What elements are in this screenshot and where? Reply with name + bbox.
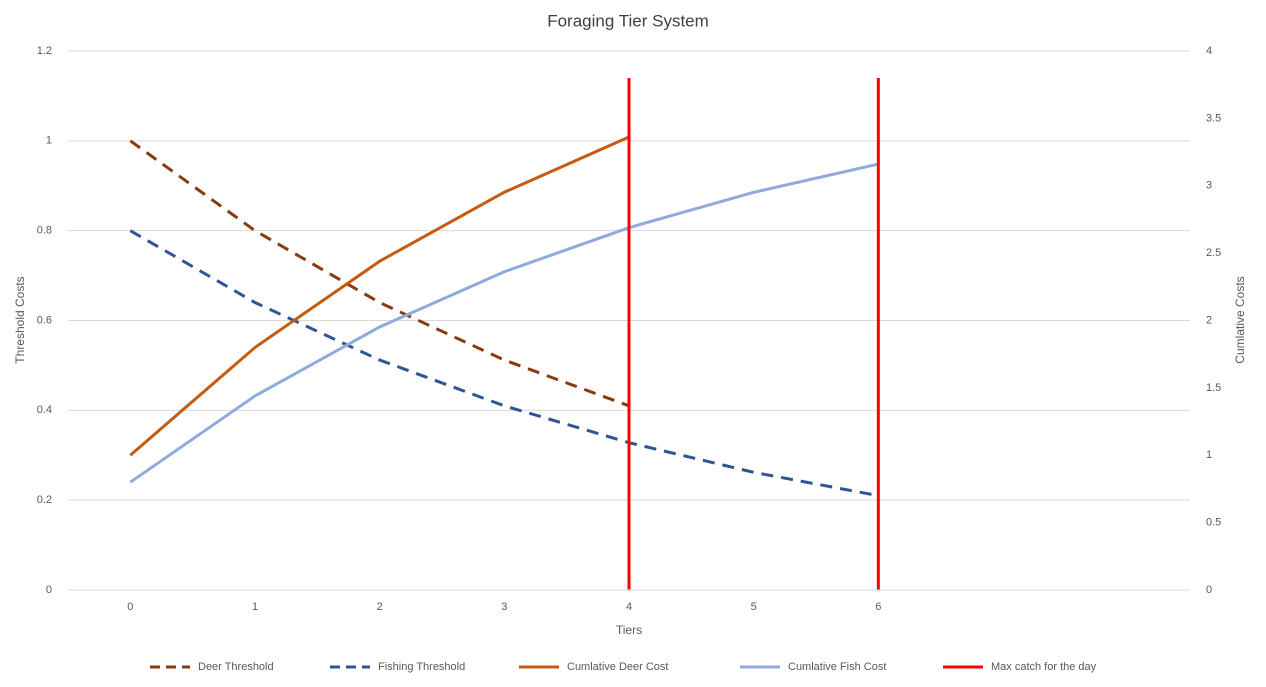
y2-tick-label: 1 bbox=[1206, 449, 1212, 461]
y-tick-label: 0.8 bbox=[37, 225, 52, 237]
y-tick-label: 1.2 bbox=[37, 45, 52, 57]
chart-title: Foraging Tier System bbox=[547, 11, 709, 30]
x-axis-title: Tiers bbox=[616, 623, 642, 637]
legend-label: Deer Threshold bbox=[198, 661, 274, 673]
y2-tick-label: 1.5 bbox=[1206, 382, 1221, 394]
legend-label: Max catch for the day bbox=[991, 661, 1097, 673]
legend-label: Fishing Threshold bbox=[378, 661, 465, 673]
y-tick-label: 0 bbox=[46, 584, 52, 596]
y-tick-label: 0.6 bbox=[37, 314, 52, 326]
legend-label: Cumlative Deer Cost bbox=[567, 661, 668, 673]
x-tick-label: 6 bbox=[875, 601, 881, 613]
legend-label: Cumlative Fish Cost bbox=[788, 661, 886, 673]
series-line bbox=[129, 162, 879, 484]
y-tick-label: 0.2 bbox=[37, 494, 52, 506]
y-axis-title: Threshold Costs bbox=[13, 276, 27, 363]
series-line bbox=[129, 229, 879, 498]
y2-tick-label: 2.5 bbox=[1206, 247, 1221, 259]
x-tick-label: 1 bbox=[252, 601, 258, 613]
y2-tick-label: 2 bbox=[1206, 314, 1212, 326]
y-tick-label: 0.4 bbox=[37, 404, 52, 416]
y2-tick-label: 3.5 bbox=[1206, 112, 1221, 124]
y2-tick-label: 0 bbox=[1206, 584, 1212, 596]
y2-tick-label: 3 bbox=[1206, 180, 1212, 192]
x-tick-label: 0 bbox=[127, 601, 133, 613]
x-tick-label: 4 bbox=[626, 601, 632, 613]
x-tick-label: 5 bbox=[751, 601, 757, 613]
x-tick-label: 2 bbox=[377, 601, 383, 613]
y-tick-label: 1 bbox=[46, 135, 52, 147]
y2-tick-label: 4 bbox=[1206, 45, 1212, 57]
x-tick-label: 3 bbox=[501, 601, 507, 613]
series-line bbox=[129, 135, 630, 457]
y2-tick-label: 0.5 bbox=[1206, 517, 1221, 529]
y2-axis-title: Cumlative Costs bbox=[1233, 276, 1247, 363]
series-line bbox=[129, 139, 630, 408]
